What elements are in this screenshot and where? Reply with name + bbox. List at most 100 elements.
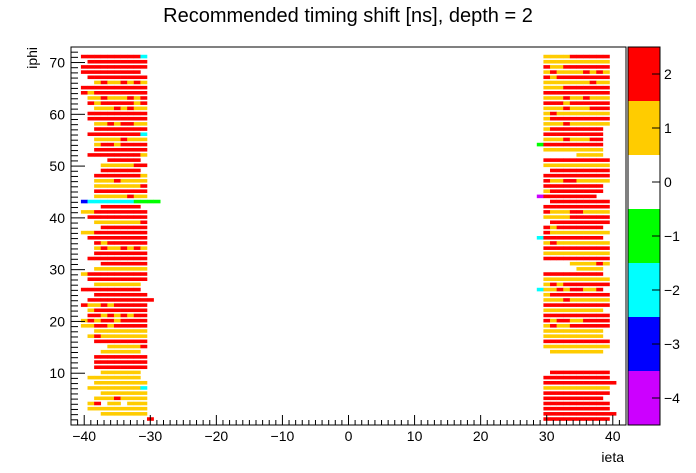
heatmap-cell <box>583 246 590 250</box>
heatmap-cell <box>589 189 597 193</box>
heatmap-cell <box>113 189 121 193</box>
heatmap-cell <box>133 230 141 235</box>
heatmap-cell <box>602 292 610 297</box>
heatmap-cell <box>576 189 584 193</box>
heatmap-cell <box>569 85 577 90</box>
heatmap-cell <box>140 251 148 256</box>
heatmap-cell <box>120 220 128 225</box>
heatmap-cell <box>583 106 590 111</box>
heatmap-cell <box>563 179 571 183</box>
heatmap-cell <box>113 179 121 183</box>
heatmap-cell <box>140 111 148 116</box>
heatmap-cell <box>543 308 551 313</box>
heatmap-cell <box>133 225 141 230</box>
heatmap-cell <box>576 375 584 380</box>
heatmap-cell <box>120 142 128 147</box>
heatmap-cell <box>550 111 557 116</box>
heatmap-cell <box>133 251 141 256</box>
heatmap-cell <box>100 106 108 111</box>
heatmap-cell <box>120 412 128 416</box>
heatmap-cell <box>596 179 604 183</box>
heatmap-cell <box>133 261 141 266</box>
heatmap-cell <box>583 127 590 131</box>
heatmap-cell <box>556 256 564 261</box>
heatmap-cell <box>583 163 590 168</box>
heatmap-cell <box>107 85 115 90</box>
heatmap-cell <box>550 406 557 411</box>
heatmap-cell <box>569 179 577 183</box>
heatmap-cell <box>576 106 584 111</box>
heatmap-cell <box>100 127 108 131</box>
heatmap-cell <box>602 163 610 168</box>
heatmap-cell <box>563 256 571 261</box>
heatmap-cell <box>550 412 557 416</box>
heatmap-cell <box>550 194 557 199</box>
heatmap-cell <box>133 246 141 250</box>
heatmap-cell <box>602 106 610 111</box>
heatmap-cell <box>94 122 102 126</box>
heatmap-cell <box>583 220 590 225</box>
heatmap-cell <box>107 194 115 199</box>
heatmap-cell <box>100 308 108 313</box>
heatmap-cell <box>133 142 141 147</box>
heatmap-cell <box>602 111 610 116</box>
heatmap-cell <box>113 116 121 121</box>
heatmap-cell <box>550 230 557 235</box>
heatmap-cell <box>127 147 135 152</box>
heatmap-cell <box>140 246 148 250</box>
heatmap-cell <box>133 236 141 240</box>
heatmap-cell <box>596 303 604 307</box>
heatmap-cell <box>583 173 590 178</box>
heatmap-cell <box>563 303 571 307</box>
heatmap-cell <box>140 65 148 69</box>
heatmap-cell <box>563 96 571 100</box>
heatmap-cell <box>563 194 571 199</box>
heatmap-cell <box>127 329 135 333</box>
heatmap-cell <box>589 241 597 245</box>
heatmap-cell <box>543 80 551 85</box>
heatmap-cell <box>133 365 141 370</box>
heatmap-cell <box>589 318 597 323</box>
heatmap-cell <box>107 230 115 235</box>
heatmap-cell <box>563 313 571 318</box>
heatmap-cell <box>556 194 564 199</box>
heatmap-cell <box>563 199 571 204</box>
heatmap-cell <box>563 386 571 390</box>
heatmap-cell <box>602 75 610 80</box>
heatmap-cell <box>100 287 108 292</box>
heatmap-cell <box>563 417 571 421</box>
heatmap-cell <box>583 80 590 85</box>
heatmap-cell <box>563 54 571 59</box>
heatmap-cell <box>87 116 95 121</box>
heatmap-cell <box>87 386 95 390</box>
heatmap-cell <box>569 277 577 281</box>
heatmap-cell <box>563 215 571 219</box>
heatmap-cell <box>94 334 102 338</box>
heatmap-cell <box>596 246 604 250</box>
heatmap-cell <box>583 54 590 59</box>
heatmap-cell <box>589 246 597 250</box>
heatmap-cell <box>550 163 557 168</box>
heatmap-cell <box>583 184 590 188</box>
heatmap-cell <box>569 287 577 292</box>
heatmap-cell <box>113 153 121 157</box>
heatmap-cell <box>583 396 590 401</box>
heatmap-cell <box>556 406 564 411</box>
heatmap-cell <box>550 137 557 142</box>
heatmap-cell <box>576 220 584 225</box>
heatmap-cell <box>140 412 148 416</box>
heatmap-cell <box>589 106 597 111</box>
heatmap-cell <box>133 54 141 59</box>
heatmap-cell <box>550 334 557 338</box>
heatmap-cell <box>583 179 590 183</box>
heatmap-cell <box>87 85 95 90</box>
heatmap-cell <box>563 339 571 344</box>
heatmap-cell <box>87 308 95 313</box>
heatmap-cell <box>113 210 121 214</box>
heatmap-cell <box>100 303 108 307</box>
heatmap-cell <box>107 220 115 225</box>
heatmap-cell <box>563 370 571 375</box>
heatmap-cell <box>133 344 141 349</box>
heatmap-cell <box>113 111 121 116</box>
heatmap-cell <box>127 236 135 240</box>
